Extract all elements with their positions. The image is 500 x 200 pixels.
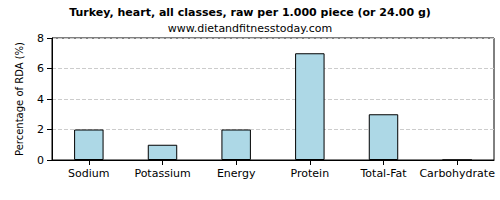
svg-text:www.dietandfitnesstoday.com: www.dietandfitnesstoday.com [168,22,332,35]
svg-text:Turkey, heart, all classes, ra: Turkey, heart, all classes, raw per 1.00… [69,6,431,19]
svg-text:2: 2 [37,123,44,136]
svg-text:0: 0 [37,154,44,167]
svg-text:Sodium: Sodium [68,167,109,180]
svg-text:Energy: Energy [217,167,256,180]
svg-text:Percentage of RDA (%): Percentage of RDA (%) [14,42,25,156]
svg-text:4: 4 [37,93,44,106]
svg-text:Carbohydrate: Carbohydrate [419,167,495,180]
svg-text:Protein: Protein [291,167,330,180]
svg-text:8: 8 [37,32,44,45]
svg-text:6: 6 [37,62,44,75]
svg-text:Total-Fat: Total-Fat [359,167,407,180]
svg-text:Potassium: Potassium [134,167,190,180]
